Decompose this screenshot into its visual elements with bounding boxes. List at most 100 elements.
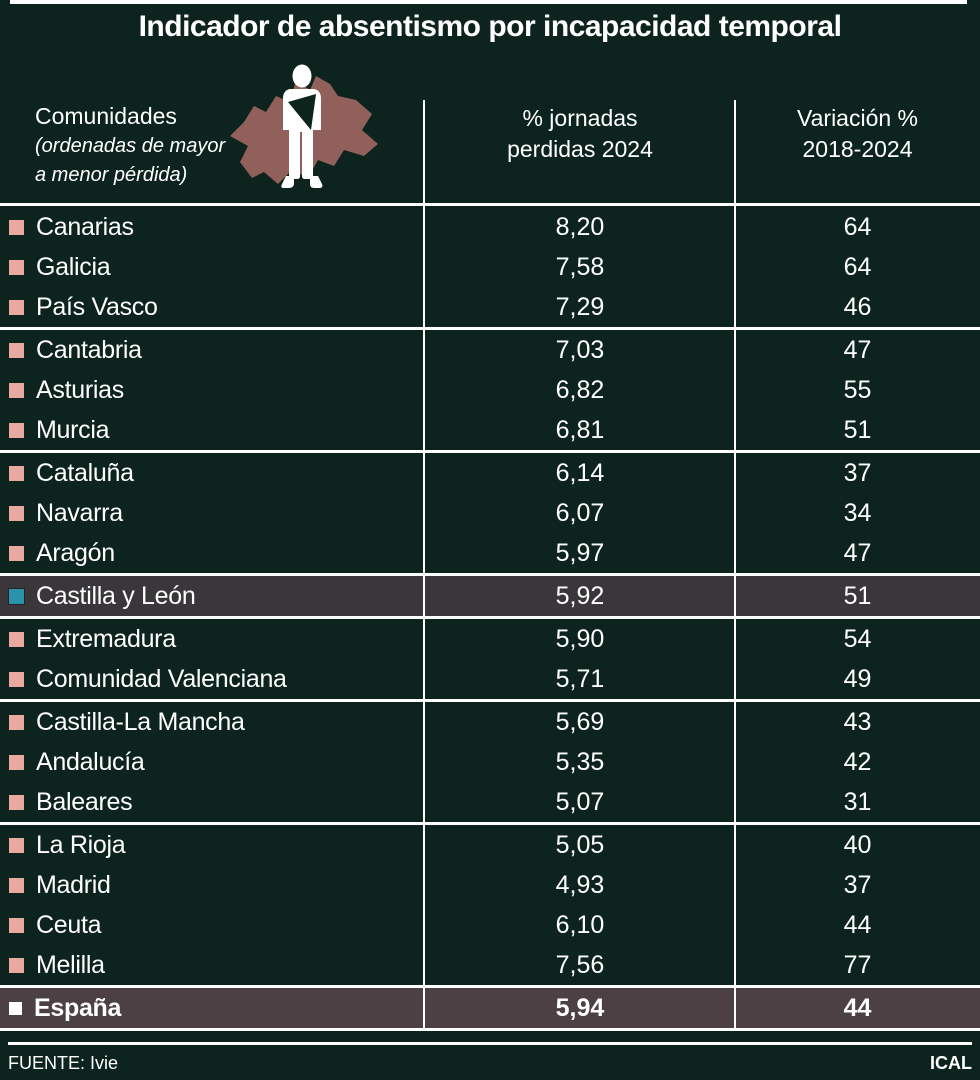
variacion-value: 34 — [843, 498, 872, 527]
jornadas-value: 5,97 — [555, 538, 605, 567]
header-separator-line — [0, 203, 980, 206]
table-row: Castilla-La Mancha 5,69 43 — [0, 702, 980, 742]
jornadas-value: 5,92 — [555, 581, 605, 610]
community-cell: Extremadura — [0, 625, 425, 654]
community-cell: Ceuta — [0, 911, 425, 940]
variacion-value: 77 — [843, 950, 872, 979]
page-title: Indicador de absentismo por incapacidad … — [138, 10, 842, 43]
column-divider-2 — [734, 100, 736, 1031]
community-name: Murcia — [36, 415, 110, 444]
table-row: Andalucía 5,35 42 — [0, 742, 980, 782]
table-row: Galicia 7,58 64 — [0, 247, 980, 287]
variacion-value: 31 — [843, 787, 872, 816]
community-name: Ceuta — [36, 910, 102, 939]
variacion-value: 42 — [843, 747, 872, 776]
jornadas-value: 6,14 — [555, 458, 605, 487]
community-cell: Aragón — [0, 539, 425, 568]
row-bullet-icon — [9, 631, 24, 647]
variacion-value: 37 — [843, 870, 872, 899]
row-bullet-icon — [9, 382, 24, 398]
community-name: Andalucía — [36, 747, 145, 776]
variacion-value: 47 — [843, 335, 872, 364]
table-row: La Rioja 5,05 40 — [0, 825, 980, 865]
community-name: España — [34, 993, 122, 1022]
community-cell: Galicia — [0, 253, 425, 282]
jornadas-value: 4,93 — [555, 870, 605, 899]
jornadas-value: 7,58 — [555, 252, 605, 281]
jornadas-value: 6,82 — [555, 375, 605, 404]
table-row: País Vasco 7,29 46 — [0, 287, 980, 327]
community-cell: País Vasco — [0, 293, 425, 322]
jornadas-value: 5,69 — [555, 707, 605, 736]
table-row: Baleares 5,07 31 — [0, 782, 980, 822]
jornadas-value: 5,05 — [555, 830, 605, 859]
row-bullet-icon — [9, 837, 24, 853]
variacion-value: 43 — [843, 707, 872, 736]
injured-person-icon — [281, 64, 323, 188]
community-name: Asturias — [36, 375, 124, 404]
community-name: Galicia — [36, 252, 111, 281]
row-bullet-icon — [9, 917, 24, 933]
column-header-variacion: Variación % 2018-2024 — [796, 105, 919, 162]
variacion-value: 54 — [843, 624, 872, 653]
table-row: Asturias 6,82 55 — [0, 370, 980, 410]
row-bullet-icon — [9, 422, 24, 438]
jornadas-value: 7,56 — [555, 950, 605, 979]
table-row: Navarra 6,07 34 — [0, 493, 980, 533]
row-bullet-icon — [9, 957, 24, 973]
footer-rule — [8, 1042, 972, 1045]
table-row: España 5,94 44 — [0, 988, 980, 1028]
row-bullet-icon — [9, 1001, 22, 1015]
column-header-communities-subtitle: (ordenadas de mayor a menor pérdida) — [35, 135, 226, 186]
jornadas-value: 6,81 — [555, 415, 605, 444]
variacion-value: 51 — [843, 415, 872, 444]
row-bullet-icon — [9, 299, 24, 315]
community-cell: Asturias — [0, 376, 425, 405]
community-cell: Cataluña — [0, 459, 425, 488]
community-name: País Vasco — [36, 292, 158, 321]
community-cell: Baleares — [0, 788, 425, 817]
community-cell: Melilla — [0, 951, 425, 980]
jornadas-value: 7,03 — [555, 335, 605, 364]
column-header-jornadas: % jornadas perdidas 2024 — [507, 105, 653, 162]
row-bullet-icon — [9, 342, 24, 358]
jornadas-value: 6,10 — [555, 910, 605, 939]
row-bullet-icon — [9, 671, 24, 687]
column-header-communities: Comunidades — [35, 103, 177, 129]
jornadas-value: 5,07 — [555, 787, 605, 816]
community-name: Extremadura — [36, 624, 176, 653]
jornadas-value: 5,94 — [555, 993, 605, 1022]
variacion-value: 64 — [843, 212, 872, 241]
row-bullet-icon — [9, 505, 24, 521]
group-separator-line — [0, 822, 980, 825]
group-separator-line — [0, 327, 980, 330]
variacion-value: 46 — [843, 292, 872, 321]
variacion-value: 37 — [843, 458, 872, 487]
table-row: Canarias 8,20 64 — [0, 207, 980, 247]
row-bullet-icon — [8, 587, 25, 605]
community-cell: España — [0, 994, 425, 1023]
top-border-line — [10, 0, 967, 4]
community-cell: Navarra — [0, 499, 425, 528]
variacion-value: 49 — [843, 664, 872, 693]
castilla-y-leon-map-icon — [222, 60, 382, 200]
community-cell: Murcia — [0, 416, 425, 445]
community-name: La Rioja — [36, 830, 126, 859]
community-name: Comunidad Valenciana — [36, 664, 287, 693]
jornadas-value: 7,29 — [555, 292, 605, 321]
group-separator-line — [0, 616, 980, 619]
community-name: Aragón — [36, 538, 115, 567]
row-bullet-icon — [9, 877, 24, 893]
variacion-value: 44 — [843, 910, 872, 939]
community-name: Melilla — [36, 950, 105, 979]
table-row: Extremadura 5,90 54 — [0, 619, 980, 659]
table-row: Ceuta 6,10 44 — [0, 905, 980, 945]
table-row: Cantabria 7,03 47 — [0, 330, 980, 370]
variacion-value: 40 — [843, 830, 872, 859]
community-cell: Madrid — [0, 871, 425, 900]
community-cell: Andalucía — [0, 748, 425, 777]
row-bullet-icon — [9, 219, 24, 235]
community-name: Madrid — [36, 870, 111, 899]
jornadas-value: 5,35 — [555, 747, 605, 776]
